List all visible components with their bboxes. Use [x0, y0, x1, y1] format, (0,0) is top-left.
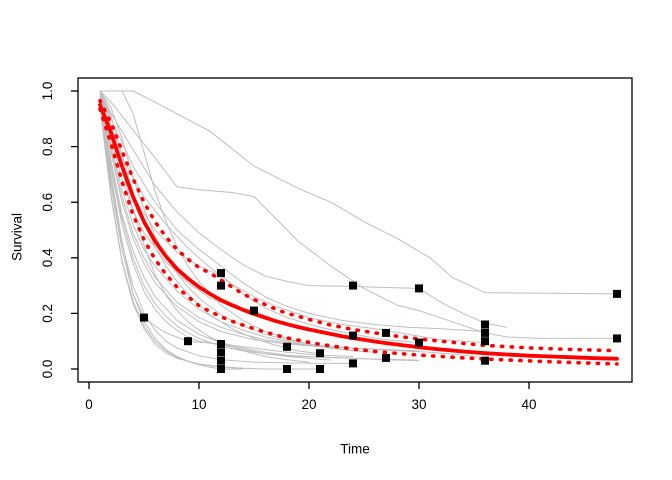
y-tick-label: 0.6: [40, 193, 55, 212]
y-tick-label: 0.2: [40, 304, 55, 323]
observed-data-point: [283, 365, 291, 373]
x-tick-label: 40: [521, 397, 536, 412]
individual-survival-curve: [99, 90, 321, 355]
x-tick-label: 30: [411, 397, 426, 412]
observed-data-point: [217, 340, 225, 348]
observed-data-point: [250, 306, 258, 315]
individual-survival-curve: [99, 90, 486, 332]
observed-data-point: [415, 338, 423, 347]
individual-survival-curve: [99, 102, 244, 369]
observed-data-point: [217, 269, 225, 278]
observed-data-point: [382, 353, 390, 362]
x-tick-label: 20: [301, 397, 316, 412]
individual-survival-curve: [99, 102, 353, 364]
observed-data-point: [283, 342, 291, 351]
x-axis-title: Time: [340, 441, 370, 457]
individual-survival-curve: [99, 104, 243, 370]
y-tick-label: 0.8: [40, 137, 55, 156]
individual-survival-curve: [99, 90, 354, 349]
observed-data-point: [316, 349, 324, 358]
observed-data-point: [415, 284, 423, 293]
observed-data-point: [349, 281, 357, 290]
individual-survival-curve: [99, 93, 310, 363]
plot-border: [77, 77, 633, 383]
observed-data-point: [382, 328, 390, 337]
observed-data-point: [217, 365, 225, 373]
observed-data-point: [184, 337, 192, 346]
observed-data-point: [349, 359, 357, 368]
y-axis-title: Survival: [9, 212, 25, 262]
observed-data-point: [481, 337, 489, 346]
observed-data-point: [140, 313, 148, 322]
x-tick-label: 10: [191, 397, 206, 412]
ci-upper-curve: [98, 98, 619, 353]
observed-data-point: [613, 289, 621, 298]
individual-survival-curve: [100, 90, 618, 295]
mean-survival-curve: [98, 103, 619, 361]
ci-lower-curve: [98, 107, 619, 366]
observed-data-point: [481, 320, 489, 329]
observed-data-point: [217, 348, 225, 357]
individual-survival-curve: [99, 99, 420, 361]
y-tick-label: 0.0: [40, 360, 55, 379]
x-tick-label: 0: [85, 397, 93, 412]
observed-data-point: [349, 331, 357, 340]
observed-data-point: [481, 356, 489, 365]
observed-data-point: [316, 365, 324, 373]
observed-data-point: [613, 334, 621, 343]
observed-data-point: [217, 356, 225, 365]
y-tick-label: 0.4: [40, 248, 55, 267]
y-tick-label: 1.0: [40, 82, 55, 101]
individual-survival-curve: [99, 96, 486, 359]
observed-data-point: [481, 328, 489, 337]
observed-data-point: [217, 281, 225, 290]
